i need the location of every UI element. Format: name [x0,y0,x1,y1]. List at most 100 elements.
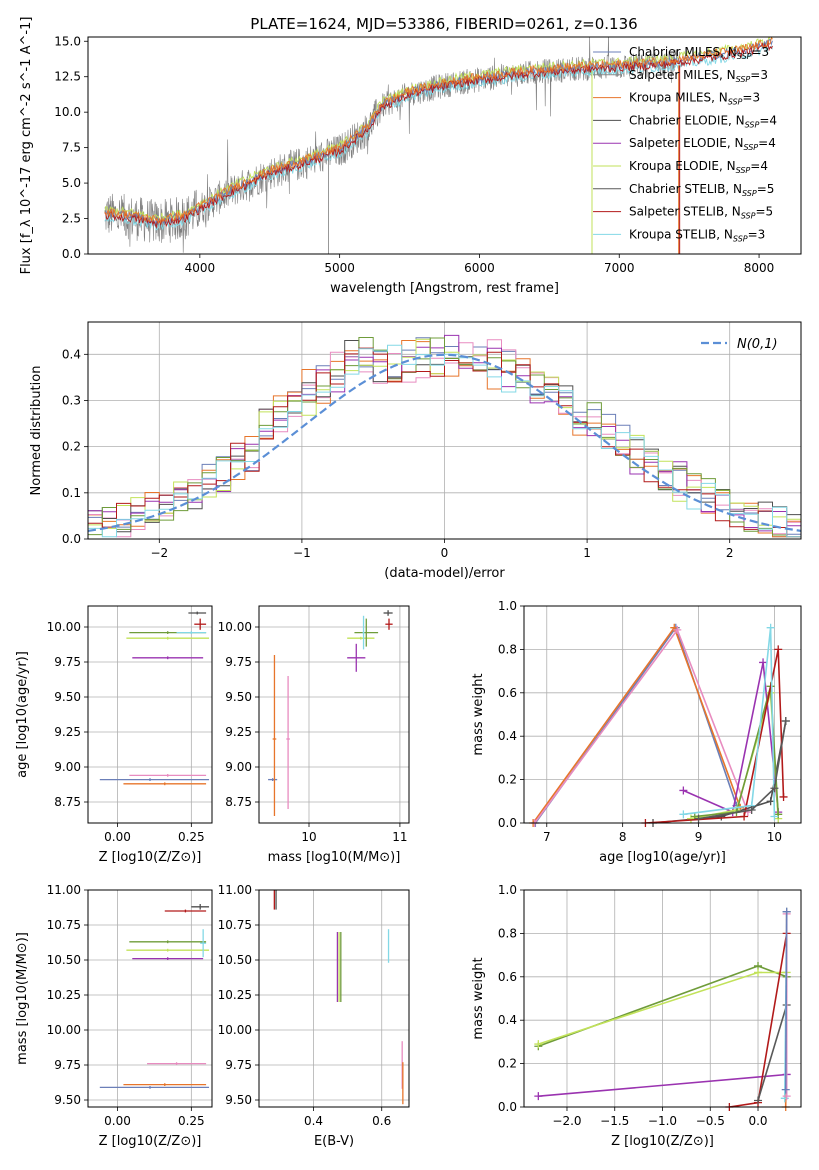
legend-subscript: SSP [728,98,743,107]
legend-subscript: SSP [741,212,756,221]
y-axis-label: Normed distribution [29,366,44,496]
axes-frame [87,36,802,255]
y-tick-label: 9.25 [54,725,81,739]
y-tick-label: 0.8 [498,642,517,656]
x-tick-label: −2.0 [552,1114,581,1128]
x-axis-label: (data-model)/error [384,566,505,581]
x-tick-label: 0.4 [304,1114,323,1128]
residuals-histogram: −2 −1 0 1 2 0.0 0.1 0.2 0.3 0.4 (data-model)/error… [29,321,802,581]
x-tick-label: 0.00 [104,830,131,844]
y-tick-label: 10.00 [47,620,81,634]
figure-title: PLATE=1624, MJD=53386, FIBERID=0261, z=0… [250,15,637,33]
mass-weight-line [683,662,779,814]
y-tick-label: 9.50 [54,690,81,704]
y-tick-label: 1.0 [498,883,517,897]
x-tick-label: 0.6 [372,1114,391,1128]
x-tick-label: 0.0 [748,1114,767,1128]
legend-nssp: =3 [742,91,760,105]
y-tick-label: 0.0 [62,247,81,261]
y-tick-label: 10.50 [218,953,252,967]
y-tick-label: 8.75 [225,795,252,809]
legend-entry: Chabrier MILES, NSSP=3 [629,45,769,61]
legend-nssp: =3 [751,45,769,59]
axes-frame [258,605,410,824]
y-axis-label: mass [log10(M/M⊙)] [15,932,30,1065]
mass-weight-line [698,720,787,820]
mass-weight-marker [766,623,775,632]
mass-weight-marker [534,1040,543,1049]
legend-nssp: =4 [750,159,768,173]
spectrum-data-line [104,37,680,253]
axes-frame [258,889,410,1108]
x-tick-label: 0.00 [104,1114,131,1128]
y-tick-label: 7.5 [62,141,81,155]
y-tick-label: 12.5 [54,70,81,84]
mass-weight-marker [782,1092,791,1101]
mass-weight-age-plot: 7 8 9 10 0.0 0.2 0.4 0.6 0.8 1.0 age [log10(age/yr… [471,599,802,865]
mass-weight-marker [782,907,791,916]
y-axis-label: mass weight [471,957,486,1039]
y-tick-label: 0.0 [62,532,81,546]
x-tick-label: −1 [293,546,311,560]
mass-weight-marker [679,810,688,819]
mass-weight-marker [781,1085,790,1094]
y-tick-label: 0.6 [498,686,517,700]
mass-weight-marker [740,812,749,821]
mass-weight-marker [679,786,688,795]
y-tick-label: 9.75 [54,655,81,669]
y-tick-label: 0.3 [62,393,81,407]
x-tick-label: 0.25 [178,830,205,844]
mass-weight-marker [779,792,788,801]
mass-weight-marker [694,814,703,823]
mass-weight-line [534,625,738,823]
y-tick-label: 11.00 [47,883,81,897]
y-tick-label: 10.00 [47,1023,81,1037]
spectrum-model-line [104,45,773,231]
legend-entry: Kroupa MILES, NSSP=3 [629,91,760,107]
legend-subscript: SSP [736,75,751,84]
x-tick-label: 9 [695,830,703,844]
legend-nssp: =4 [758,136,776,150]
mass-weight-marker [673,625,682,634]
y-tick-label: 9.50 [225,1093,252,1107]
y-tick-label: 0.2 [498,773,517,787]
y-tick-label: 9.75 [225,655,252,669]
x-axis-label: mass [log10(M/M⊙)] [268,850,401,865]
x-tick-label: 0 [441,546,449,560]
residual-histogram-step [88,337,801,538]
legend-entry: N(0,1) [737,337,778,352]
legend-nssp: =5 [755,205,773,219]
mass-weight-line [645,649,785,823]
y-tick-label: 10.25 [218,988,252,1002]
x-tick-label: 1 [583,546,591,560]
y-tick-label: 1.0 [498,599,517,613]
y-tick-label: 9.50 [54,1093,81,1107]
mass-weight-z-plot: −2.0 −1.5 −1.0 −0.5 0.0 0.0 0.2 0.4 0.6 0.8 1.0 Z [… [471,883,802,1149]
legend-nssp: =4 [759,113,777,127]
y-axis-label: age [log10(age/yr)] [15,651,30,778]
legend-nssp: =5 [757,182,775,196]
spectrum-model-line [104,37,773,225]
mass-weight-marker [759,658,768,667]
x-tick-label: −0.5 [696,1114,725,1128]
mass-weight-marker [754,1096,763,1105]
mass-weight-marker [747,805,756,814]
mass-weight-marker [774,645,783,654]
y-tick-label: 0.8 [498,926,517,940]
legend-entry: Kroupa STELIB, NSSP=3 [629,227,765,243]
x-tick-label: 10 [767,830,782,844]
axes-frame [87,889,213,1108]
axes-frame [523,605,802,824]
mass-weight-marker [770,784,779,793]
x-tick-label: 11 [392,830,407,844]
legend-subscript: SSP [737,52,752,61]
y-tick-label: 9.25 [225,725,252,739]
spectrum-model-line [104,41,773,229]
y-tick-label: 0.6 [498,970,517,984]
z-mass-plot: 0.00 0.25 9.50 9.75 10.00 10.25 10.50 10.75 11.0… [15,883,213,1149]
legend-entry: Chabrier STELIB, NSSP=5 [629,182,774,198]
axes-frame [87,605,213,824]
x-tick-label: −1.0 [648,1114,677,1128]
legend-entry: Salpeter MILES, NSSP=3 [629,68,768,84]
